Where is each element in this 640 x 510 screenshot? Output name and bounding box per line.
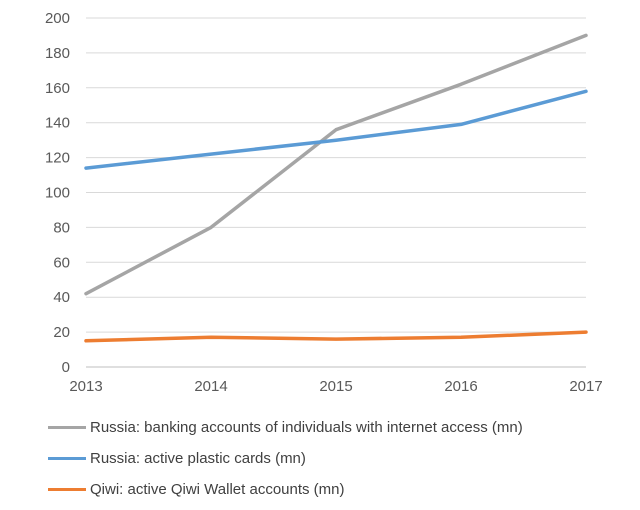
legend-swatch-qiwi-wallet (48, 488, 86, 491)
legend-label-plastic-cards: Russia: active plastic cards (mn) (90, 450, 306, 467)
y-tick-label: 180 (45, 45, 70, 62)
y-axis: 0 20 40 60 80 100 120 140 160 180 200 (45, 10, 70, 376)
series-line-banking-accounts (84, 33, 588, 296)
x-tick-label: 2017 (569, 378, 602, 395)
x-tick-label: 2014 (194, 378, 227, 395)
legend-item-banking-accounts: Russia: banking accounts of individuals … (48, 412, 523, 443)
legend-swatch-banking-accounts (48, 426, 86, 429)
legend-swatch-plastic-cards (48, 457, 86, 460)
legend-label-qiwi-wallet: Qiwi: active Qiwi Wallet accounts (mn) (90, 481, 345, 498)
y-tick-label: 100 (45, 185, 70, 202)
legend-label-banking-accounts: Russia: banking accounts of individuals … (90, 419, 523, 436)
y-tick-label: 80 (53, 219, 70, 236)
y-tick-label: 200 (45, 10, 70, 27)
legend-item-plastic-cards: Russia: active plastic cards (mn) (48, 443, 523, 474)
x-tick-label: 2015 (319, 378, 352, 395)
y-tick-label: 120 (45, 150, 70, 167)
x-axis: 2013 2014 2015 2016 2017 (69, 378, 602, 395)
series-line-plastic-cards (84, 89, 588, 170)
x-tick-label: 2013 (69, 378, 102, 395)
legend-item-qiwi-wallet: Qiwi: active Qiwi Wallet accounts (mn) (48, 474, 523, 505)
legend: Russia: banking accounts of individuals … (48, 412, 523, 505)
x-tick-label: 2016 (444, 378, 477, 395)
y-tick-label: 40 (53, 289, 70, 306)
line-chart: 0 20 40 60 80 100 120 140 160 180 200 2013 2014 2015… (45, 10, 603, 395)
gridlines (86, 17, 586, 368)
series-lines (84, 33, 588, 343)
y-tick-label: 0 (62, 359, 70, 376)
series-line-qiwi-wallet (84, 330, 588, 343)
y-tick-label: 60 (53, 254, 70, 271)
y-tick-label: 160 (45, 80, 70, 97)
y-tick-label: 140 (45, 115, 70, 132)
y-tick-label: 20 (53, 324, 70, 341)
